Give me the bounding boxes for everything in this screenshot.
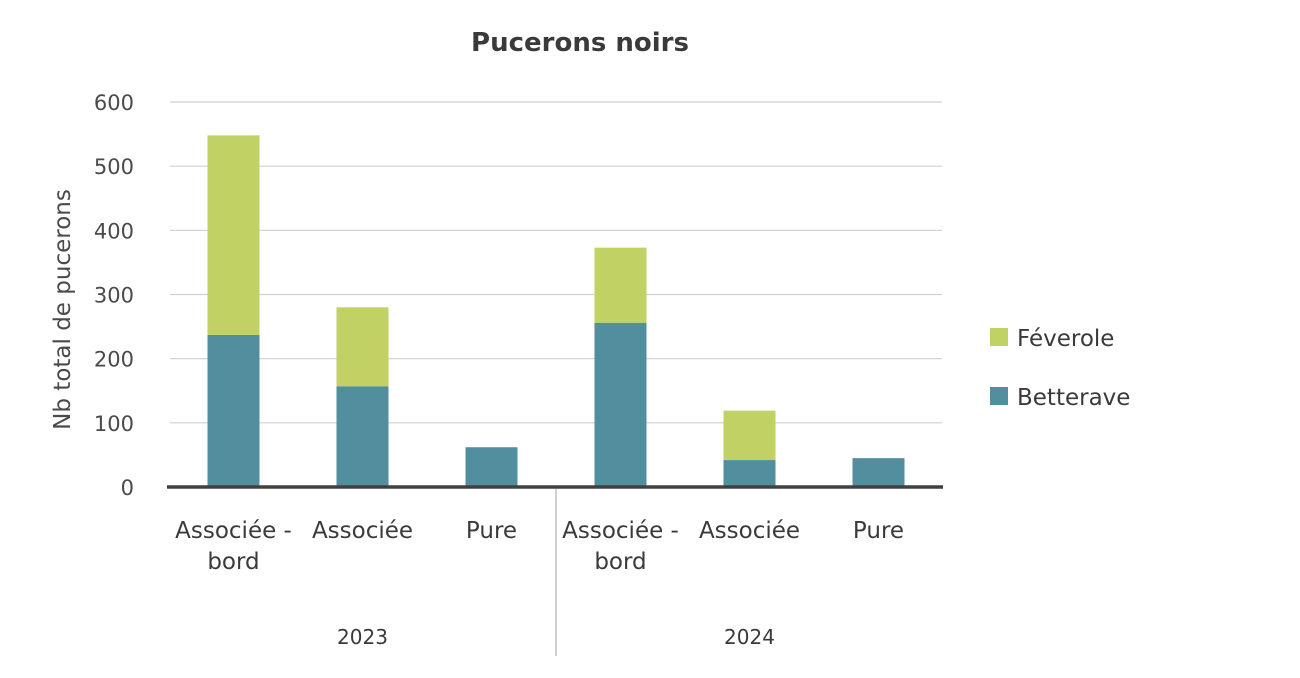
y-tick-label: 100 bbox=[94, 412, 134, 436]
bar-segment-betterave-1 bbox=[336, 386, 389, 487]
x-category-label: Associée bbox=[699, 518, 800, 544]
x-category-label: bord bbox=[207, 549, 259, 575]
bar-segment-fverole-3 bbox=[594, 247, 647, 323]
bar-segment-betterave-0 bbox=[207, 334, 260, 487]
x-category-label: Associée bbox=[312, 518, 413, 544]
chart-title: Pucerons noirs bbox=[471, 28, 689, 58]
y-tick-label: 500 bbox=[94, 155, 134, 179]
x-category-label: Associée - bbox=[562, 518, 679, 544]
y-tick-label: 200 bbox=[94, 348, 134, 372]
bar-segment-fverole-1 bbox=[336, 307, 389, 387]
y-tick-label: 300 bbox=[94, 284, 134, 308]
bar-segment-betterave-5 bbox=[852, 458, 905, 487]
group-labels: 2023 2024 bbox=[337, 625, 775, 649]
y-axis-ticks: 0 100 200 300 400 500 600 bbox=[94, 91, 134, 500]
gridlines bbox=[170, 101, 942, 424]
legend-swatch bbox=[990, 387, 1008, 405]
bar-segment-fverole-0 bbox=[207, 135, 260, 335]
y-tick-label: 600 bbox=[94, 91, 134, 115]
x-group-label: 2023 bbox=[337, 625, 388, 649]
legend-label: Féverole bbox=[1017, 326, 1114, 352]
y-tick-label: 0 bbox=[121, 476, 134, 500]
x-category-label: Pure bbox=[853, 518, 904, 544]
category-labels: Associée - bord Associée Pure Associée - bord… bbox=[175, 518, 904, 575]
x-category-label: Associée - bbox=[175, 518, 292, 544]
legend-swatch bbox=[990, 328, 1008, 346]
x-group-label: 2024 bbox=[724, 625, 775, 649]
y-axis-label: Nb total de pucerons bbox=[50, 189, 76, 430]
bar-segment-betterave-4 bbox=[723, 460, 776, 487]
legend-label: Betterave bbox=[1017, 385, 1130, 411]
x-category-label: Pure bbox=[466, 518, 517, 544]
bar-segment-betterave-2 bbox=[465, 447, 518, 487]
bar-segment-fverole-4 bbox=[723, 410, 776, 461]
bars bbox=[207, 135, 905, 487]
x-category-label: bord bbox=[594, 549, 646, 575]
legend: Féverole Betterave bbox=[990, 326, 1130, 411]
bar-segment-betterave-3 bbox=[594, 322, 647, 487]
y-tick-label: 400 bbox=[94, 219, 134, 243]
